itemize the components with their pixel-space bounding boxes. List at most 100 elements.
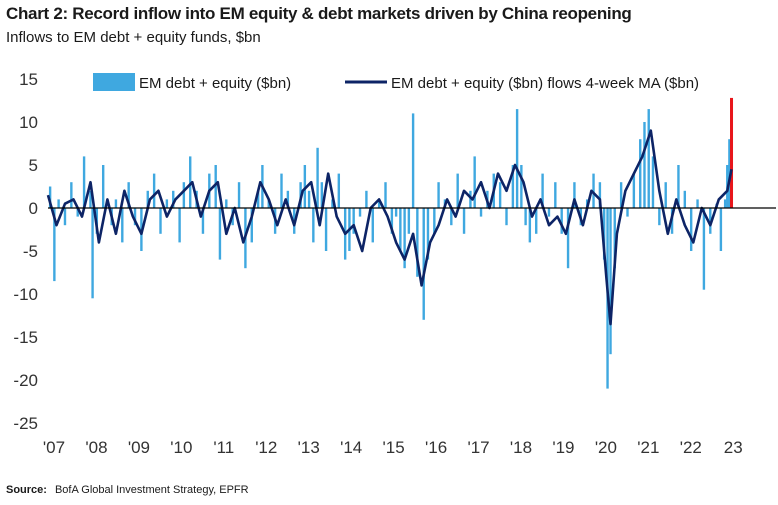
flow-bar xyxy=(520,165,523,208)
x-tick-label-11: '18 xyxy=(510,438,532,457)
flow-bar xyxy=(647,109,650,208)
legend: EM debt + equity ($bn) EM debt + equity (… xyxy=(93,73,699,92)
flow-bar xyxy=(399,208,402,251)
flow-bar xyxy=(696,199,699,208)
flow-bar xyxy=(535,208,538,234)
flow-bar xyxy=(53,208,56,282)
y-tick-label-4: -5 xyxy=(23,242,38,261)
flow-bar xyxy=(225,199,228,208)
flow-bar xyxy=(709,208,712,234)
legend-label-bars: EM debt + equity ($bn) xyxy=(139,75,291,92)
flow-bar xyxy=(554,182,557,208)
flow-bar xyxy=(528,208,532,243)
flow-bar xyxy=(89,190,92,208)
flow-bar xyxy=(689,208,693,251)
flow-bar xyxy=(76,208,79,217)
flow-bar xyxy=(384,182,387,208)
flow-bar xyxy=(422,208,425,320)
flow-bar xyxy=(394,208,398,217)
flow-bar xyxy=(505,208,508,226)
x-tick-label-10: '17 xyxy=(467,438,489,457)
x-tick-label-0: '07 xyxy=(43,438,65,457)
flow-bar xyxy=(337,173,341,208)
legend-label-line: EM debt + equity ($bn) flows 4-week MA (… xyxy=(391,75,699,92)
chart-svg: 15 10 5 0 -5 -10 -15 -20 -25 '07 '08 '09 '10 '11 '12 '1… xyxy=(13,70,776,457)
flow-bar xyxy=(316,147,319,208)
flow-bar xyxy=(214,165,217,208)
flow-bar xyxy=(524,208,527,226)
flow-bar xyxy=(541,173,544,208)
flow-bar xyxy=(437,182,440,208)
flow-bar xyxy=(286,190,290,208)
y-tick-label-7: -20 xyxy=(13,371,38,390)
flow-bar xyxy=(566,208,570,269)
flow-bar xyxy=(280,173,283,208)
chart-title: Chart 2: Record inflow into EM equity & … xyxy=(6,4,632,23)
flow-bar xyxy=(390,208,394,234)
legend-swatch-bars xyxy=(93,73,135,91)
flow-bar xyxy=(371,208,374,243)
flow-bar xyxy=(127,182,130,208)
flow-bar xyxy=(609,208,612,355)
x-tick-label-4: '11 xyxy=(213,438,234,457)
flow-bar xyxy=(473,156,476,208)
flow-bar xyxy=(250,208,253,243)
moving-average-line xyxy=(46,129,733,326)
flow-bar xyxy=(237,182,241,208)
flow-bar xyxy=(602,208,606,260)
flow-bar xyxy=(178,208,181,243)
flow-bar xyxy=(159,208,162,234)
flow-bar xyxy=(498,182,502,208)
y-axis-labels: 15 10 5 0 -5 -10 -15 -20 -25 '07 '08 '09 '10 '11 '12 '1… xyxy=(13,70,742,457)
flow-bar xyxy=(407,208,411,234)
flow-bar xyxy=(352,208,355,234)
flow-bar xyxy=(651,156,655,208)
flow-bar xyxy=(165,199,169,208)
flow-bar xyxy=(658,208,661,226)
flow-bar xyxy=(560,208,563,234)
x-tick-label-8: '15 xyxy=(383,438,405,457)
flow-bar xyxy=(320,182,324,208)
flow-bar xyxy=(365,190,368,208)
flow-bar xyxy=(182,182,186,208)
flow-bar xyxy=(133,208,137,226)
flow-bar xyxy=(172,190,175,208)
flow-bar xyxy=(619,182,623,208)
flow-bar xyxy=(411,113,415,208)
flow-bar xyxy=(48,186,52,208)
flow-bar xyxy=(547,208,551,217)
flow-bar xyxy=(573,182,576,208)
flow-bar xyxy=(152,173,156,208)
flow-bar xyxy=(592,173,595,208)
y-tick-label-1: 10 xyxy=(19,113,38,132)
x-tick-label-7: '14 xyxy=(340,438,362,457)
flow-bar xyxy=(456,173,459,208)
y-tick-label-6: -15 xyxy=(13,328,38,347)
y-tick-label-5: -10 xyxy=(13,285,38,304)
flow-bar xyxy=(403,208,406,269)
flow-bar xyxy=(331,199,334,208)
flow-bar xyxy=(303,165,307,208)
flow-bar xyxy=(114,199,118,208)
flow-bar xyxy=(626,208,629,217)
flow-bar xyxy=(307,190,311,208)
flow-bar xyxy=(719,208,723,251)
flow-bar xyxy=(723,199,727,208)
flow-bar xyxy=(218,208,222,260)
flow-bar xyxy=(433,208,436,234)
x-tick-label-6: '13 xyxy=(298,438,320,457)
flow-bar xyxy=(256,190,260,208)
y-tick-label-2: 5 xyxy=(29,156,38,175)
x-tick-label-12: '19 xyxy=(552,438,574,457)
x-tick-label-3: '10 xyxy=(170,438,192,457)
latest-week-bar xyxy=(730,97,734,208)
flow-bar xyxy=(57,199,60,208)
flow-bar xyxy=(643,122,646,208)
flow-bar xyxy=(189,156,192,208)
flow-bar xyxy=(426,208,430,260)
flow-bar xyxy=(146,190,149,208)
flow-bar xyxy=(121,208,124,243)
x-tick-label-14: '21 xyxy=(637,438,659,457)
flow-bar xyxy=(613,208,616,269)
x-tick-label-5: '12 xyxy=(255,438,277,457)
